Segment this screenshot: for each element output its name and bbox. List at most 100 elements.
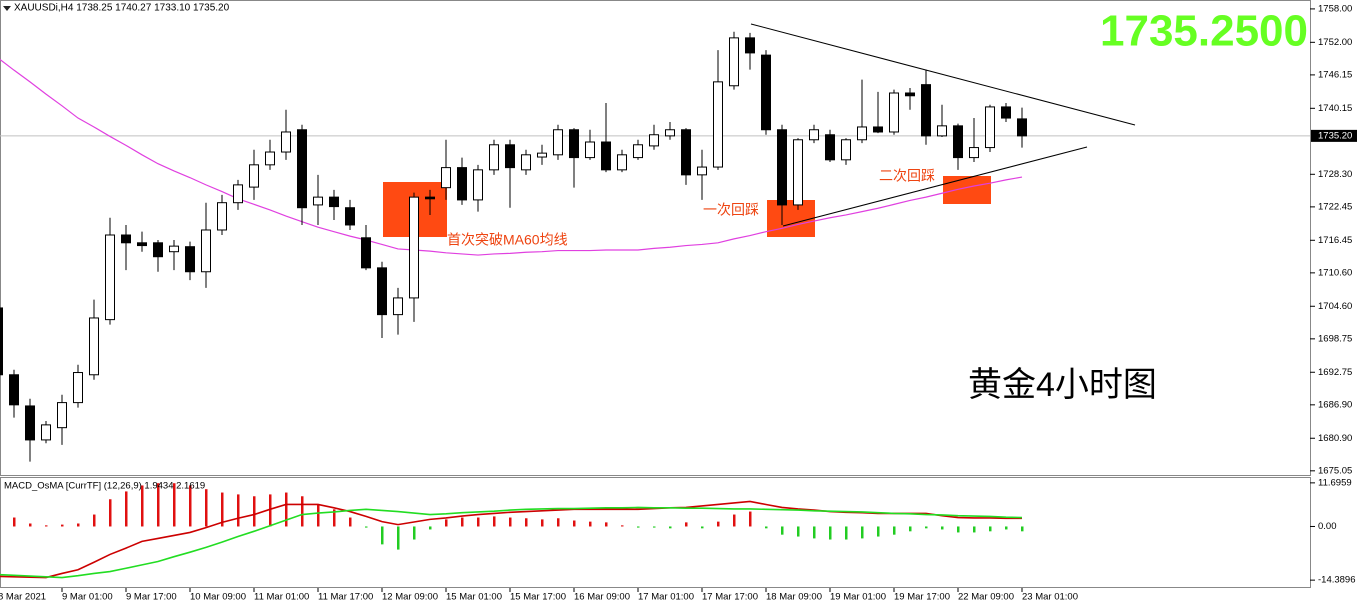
histogram-bar bbox=[621, 525, 624, 527]
histogram-bar bbox=[477, 517, 480, 527]
histogram-bar bbox=[877, 526, 880, 537]
main-panel bbox=[0, 0, 1311, 476]
candle-body bbox=[137, 242, 147, 247]
histogram-bar bbox=[221, 492, 224, 527]
histogram-bar bbox=[893, 526, 896, 535]
histogram-bar bbox=[157, 483, 160, 527]
histogram-bar bbox=[685, 522, 688, 527]
histogram-bar bbox=[45, 525, 48, 527]
candle-body bbox=[985, 106, 995, 149]
candle-body bbox=[921, 84, 931, 137]
candle-body bbox=[0, 307, 3, 376]
histogram-bar bbox=[445, 519, 448, 527]
candle-body bbox=[649, 134, 659, 147]
candle-body bbox=[169, 245, 179, 253]
x-tick-label: 22 Mar 09:00 bbox=[958, 592, 1014, 600]
candle-body bbox=[393, 297, 403, 316]
histogram-bar bbox=[13, 517, 16, 527]
candle-body bbox=[185, 246, 195, 273]
x-tick-label: 19 Mar 01:00 bbox=[830, 592, 886, 600]
x-tick-label: 15 Mar 01:00 bbox=[446, 592, 502, 600]
histogram-bar bbox=[397, 526, 400, 550]
y-tick-label: 1722.45 bbox=[1318, 201, 1352, 212]
histogram-bar bbox=[349, 517, 352, 527]
x-tick-label: 16 Mar 09:00 bbox=[574, 592, 630, 600]
x-tick-label: 15 Mar 17:00 bbox=[510, 592, 566, 600]
candle-body bbox=[633, 144, 643, 159]
candle-body bbox=[553, 129, 563, 156]
histogram-bar bbox=[941, 526, 944, 530]
histogram-bar bbox=[717, 521, 720, 527]
histogram-bar bbox=[413, 526, 416, 540]
candle-body bbox=[1001, 106, 1011, 119]
candle-body bbox=[905, 92, 915, 97]
histogram-bar bbox=[493, 516, 496, 527]
candle-body bbox=[265, 151, 275, 166]
candle-body bbox=[201, 229, 211, 273]
candle-body bbox=[329, 196, 339, 208]
candle-body bbox=[441, 167, 451, 189]
histogram-bar bbox=[845, 526, 848, 540]
histogram-bar bbox=[93, 514, 96, 527]
candle-body bbox=[153, 242, 163, 258]
histogram-bar bbox=[61, 524, 64, 527]
candle-body bbox=[777, 129, 787, 206]
menu-icon bbox=[3, 6, 11, 11]
histogram-bar bbox=[701, 526, 704, 529]
y-tick-label: 1692.75 bbox=[1318, 367, 1352, 378]
x-tick-label: 19 Mar 17:00 bbox=[894, 592, 950, 600]
plot bbox=[0, 31, 1310, 579]
x-tick-label: 9 Mar 01:00 bbox=[62, 592, 113, 600]
candle-body bbox=[489, 144, 499, 171]
x-tick-label: 8 Mar 2021 bbox=[0, 592, 46, 600]
y-tick-label: 1752.00 bbox=[1318, 37, 1352, 48]
candle-body bbox=[601, 141, 611, 171]
candle-body bbox=[345, 207, 355, 226]
histogram-bar bbox=[365, 526, 368, 528]
candle-body bbox=[745, 37, 755, 54]
histogram-bar bbox=[29, 523, 32, 527]
trend-line bbox=[750, 23, 1136, 126]
histogram-bar bbox=[461, 517, 464, 527]
y-tick-label: 1740.15 bbox=[1318, 103, 1352, 114]
x-tick-label: 10 Mar 09:00 bbox=[190, 592, 246, 600]
y-tick-label: 1698.75 bbox=[1318, 333, 1352, 344]
candle-body bbox=[665, 129, 675, 137]
annotation: 一次回踩 bbox=[703, 202, 759, 218]
y-tick-label: 1704.60 bbox=[1318, 301, 1352, 312]
x-tick-label: 9 Mar 17:00 bbox=[126, 592, 177, 600]
candle-body bbox=[105, 234, 115, 321]
histogram-bar bbox=[925, 526, 928, 529]
x-tick-label: 11 Mar 17:00 bbox=[318, 592, 373, 600]
candle-body bbox=[425, 196, 435, 200]
histogram-bar bbox=[557, 518, 560, 527]
histogram-bar bbox=[253, 496, 256, 527]
histogram-bar bbox=[861, 526, 864, 539]
candle-body bbox=[361, 237, 371, 269]
candle-body bbox=[793, 139, 803, 206]
histogram-bar bbox=[285, 492, 288, 527]
y-tick-label: 1686.90 bbox=[1318, 399, 1352, 410]
y-tick-label: 1680.90 bbox=[1318, 433, 1352, 444]
histogram-bar bbox=[1021, 526, 1024, 532]
y-tick-label: 1746.15 bbox=[1318, 69, 1352, 80]
candle-body bbox=[825, 134, 835, 161]
candle-body bbox=[681, 129, 691, 176]
candle-body bbox=[281, 131, 291, 153]
candle-body bbox=[217, 202, 227, 231]
candle-body bbox=[537, 152, 547, 158]
candle-body bbox=[729, 37, 739, 87]
candle-body bbox=[937, 125, 947, 137]
histogram-bar bbox=[509, 517, 512, 527]
histogram-bar bbox=[797, 526, 800, 537]
candle-body bbox=[41, 424, 51, 441]
y-tick-label: 11.6959 bbox=[1318, 477, 1352, 488]
candle-body bbox=[809, 129, 819, 141]
histogram-bar bbox=[653, 526, 656, 528]
y-tick-label: 1675.05 bbox=[1318, 465, 1352, 476]
histogram-bar bbox=[765, 526, 768, 529]
histogram-bar bbox=[973, 526, 976, 533]
histogram-bar bbox=[605, 522, 608, 527]
candle-body bbox=[313, 196, 323, 206]
